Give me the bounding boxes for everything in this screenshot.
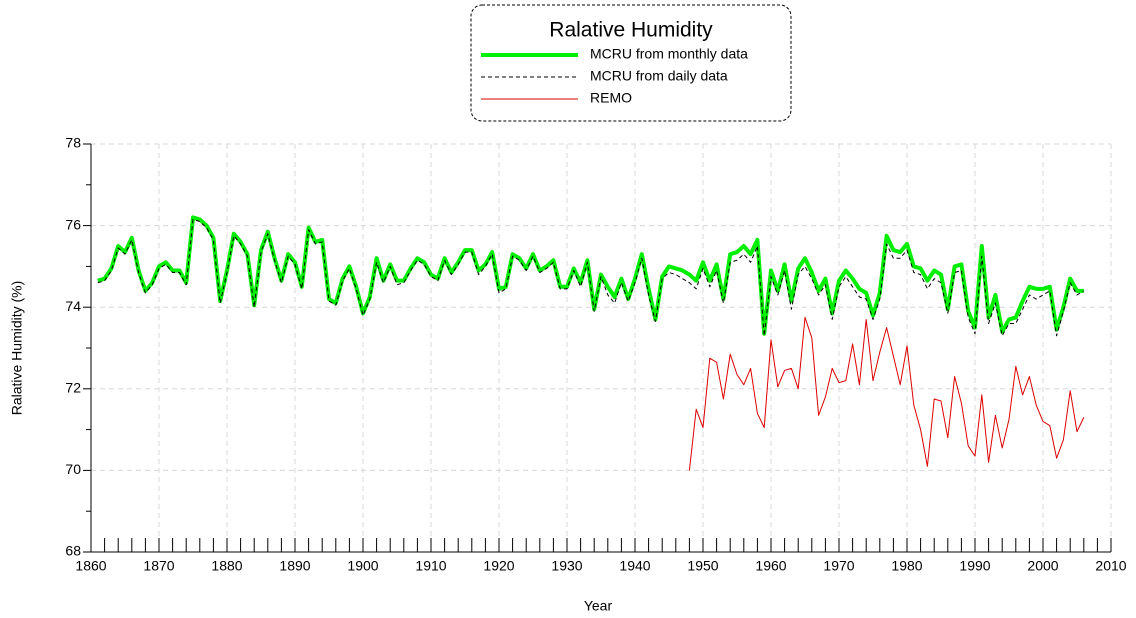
series-line [688, 316, 1085, 471]
x-tick-label: 2010 [1095, 558, 1126, 574]
x-tick-label: 2000 [1027, 558, 1058, 574]
y-tick-label: 78 [65, 135, 81, 151]
x-tick-label: 1860 [75, 558, 106, 574]
x-tick-label: 1970 [823, 558, 854, 574]
axes: 68 70 72 74 76 78 1860 1870 1880 1890 1900 1910 1920… [65, 135, 1126, 574]
series-line [97, 218, 1085, 337]
y-tick-label: 70 [65, 461, 81, 477]
legend-box [470, 4, 792, 122]
legend-label: REMO [590, 90, 632, 106]
x-tick-label: 1870 [143, 558, 174, 574]
y-tick-label: 72 [65, 380, 81, 396]
y-tick-label: 68 [65, 543, 81, 559]
x-tick-label: 1930 [551, 558, 582, 574]
x-tick-label: 1910 [415, 558, 446, 574]
x-tick-label: 1950 [687, 558, 718, 574]
x-tick-label: 1890 [279, 558, 310, 574]
chart-title: Ralative Humidity [549, 19, 713, 42]
x-tick-label: 1920 [483, 558, 514, 574]
x-tick-label: 1960 [755, 558, 786, 574]
grid [91, 143, 1112, 553]
legend-label: MCRU from daily data [590, 68, 728, 84]
x-tick-label: 1990 [959, 558, 990, 574]
y-tick-label: 74 [65, 298, 81, 314]
series [97, 215, 1085, 471]
x-tick-label: 1900 [347, 558, 378, 574]
x-tick-label: 1980 [891, 558, 922, 574]
x-tick-label: 1940 [619, 558, 650, 574]
legend-label: MCRU from monthly data [590, 46, 748, 62]
x-axis-label: Year [584, 598, 613, 614]
y-tick-label: 76 [65, 216, 81, 232]
x-tick-label: 1880 [211, 558, 242, 574]
legend: Ralative Humidity MCRU from monthly data… [470, 4, 792, 122]
series-line [97, 215, 1084, 336]
y-axis-label: Ralative Humidity (%) [9, 281, 25, 416]
